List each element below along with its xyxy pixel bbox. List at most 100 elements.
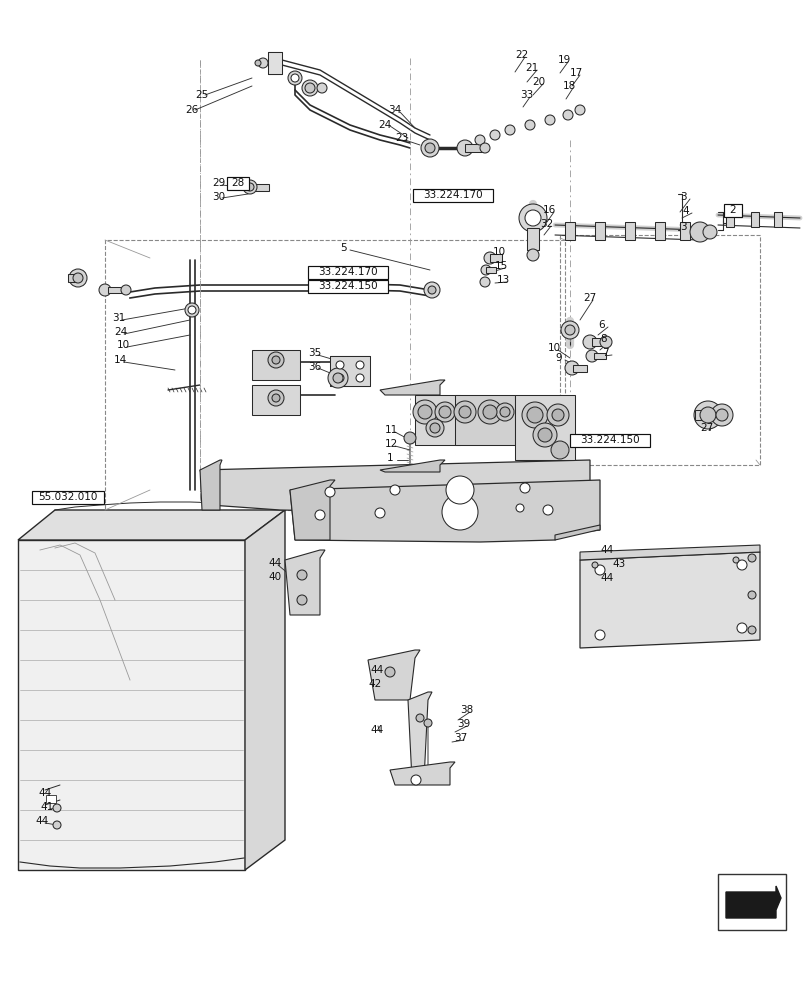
Polygon shape: [18, 510, 285, 540]
Circle shape: [69, 269, 87, 287]
Circle shape: [268, 352, 284, 368]
Text: 42: 42: [367, 679, 381, 689]
Text: 18: 18: [562, 81, 576, 91]
Circle shape: [375, 508, 384, 518]
Circle shape: [410, 775, 420, 785]
Polygon shape: [380, 380, 444, 395]
Text: 36: 36: [307, 362, 321, 372]
Text: 15: 15: [495, 261, 508, 271]
Circle shape: [268, 390, 284, 406]
Circle shape: [747, 554, 755, 562]
Bar: [489, 254, 501, 262]
Circle shape: [427, 286, 436, 294]
Text: 27: 27: [699, 423, 712, 433]
Bar: [486, 267, 496, 273]
Text: 30: 30: [212, 192, 225, 202]
Bar: [465, 144, 483, 152]
Circle shape: [272, 356, 280, 364]
Text: 44: 44: [268, 558, 281, 568]
Bar: [594, 353, 605, 359]
Bar: [679, 222, 689, 240]
Circle shape: [305, 83, 315, 93]
Bar: [773, 212, 781, 227]
Circle shape: [547, 404, 569, 426]
Bar: [750, 212, 758, 227]
Polygon shape: [514, 395, 574, 460]
Polygon shape: [18, 540, 245, 870]
Polygon shape: [290, 480, 335, 540]
Circle shape: [564, 325, 574, 335]
Circle shape: [478, 400, 501, 424]
Circle shape: [336, 361, 344, 369]
Text: 3: 3: [679, 222, 686, 232]
Text: 35: 35: [307, 348, 321, 358]
Circle shape: [551, 409, 564, 421]
Bar: [694, 410, 706, 420]
Circle shape: [297, 595, 307, 605]
Circle shape: [121, 285, 131, 295]
Text: 39: 39: [457, 719, 470, 729]
Circle shape: [53, 821, 61, 829]
Circle shape: [336, 374, 344, 382]
Circle shape: [693, 401, 721, 429]
Circle shape: [594, 630, 604, 640]
Circle shape: [316, 83, 327, 93]
Circle shape: [333, 373, 342, 383]
Text: 37: 37: [453, 733, 466, 743]
Circle shape: [258, 58, 268, 68]
Circle shape: [562, 110, 573, 120]
Circle shape: [272, 394, 280, 402]
Text: 33.224.150: 33.224.150: [580, 435, 639, 445]
Bar: [105, 240, 564, 510]
Circle shape: [453, 401, 475, 423]
Bar: [717, 874, 785, 930]
Text: 11: 11: [384, 425, 397, 435]
Bar: [227, 177, 249, 190]
Circle shape: [457, 140, 473, 156]
Text: 26: 26: [185, 105, 198, 115]
Bar: [307, 279, 388, 292]
Text: 28: 28: [231, 178, 244, 188]
Text: 8: 8: [599, 334, 606, 344]
Circle shape: [564, 361, 578, 375]
Circle shape: [355, 374, 363, 382]
Text: 43: 43: [611, 559, 624, 569]
Circle shape: [246, 183, 254, 191]
Text: 44: 44: [38, 788, 51, 798]
Text: 5: 5: [340, 243, 346, 253]
Bar: [268, 52, 281, 74]
Circle shape: [426, 419, 444, 437]
Circle shape: [479, 143, 489, 153]
Circle shape: [480, 265, 491, 275]
Bar: [654, 222, 664, 240]
Bar: [564, 222, 574, 240]
Circle shape: [747, 626, 755, 634]
Circle shape: [53, 804, 61, 812]
Bar: [68, 274, 76, 282]
Text: 38: 38: [460, 705, 473, 715]
Circle shape: [586, 350, 597, 362]
Polygon shape: [251, 350, 299, 380]
Text: 44: 44: [370, 665, 383, 675]
Circle shape: [599, 336, 611, 348]
Circle shape: [355, 361, 363, 369]
Text: 10: 10: [547, 343, 560, 353]
Circle shape: [591, 562, 597, 568]
Text: 33.224.150: 33.224.150: [318, 281, 377, 291]
Circle shape: [560, 321, 578, 339]
Bar: [526, 228, 539, 250]
Circle shape: [582, 335, 596, 349]
Bar: [307, 265, 388, 278]
Text: 44: 44: [35, 816, 48, 826]
Text: 3: 3: [679, 192, 686, 202]
Text: 33.224.170: 33.224.170: [423, 190, 483, 200]
Polygon shape: [579, 545, 759, 560]
Text: 44: 44: [599, 545, 612, 555]
Circle shape: [441, 494, 478, 530]
Circle shape: [702, 225, 716, 239]
Bar: [594, 222, 604, 240]
Bar: [723, 204, 741, 217]
Circle shape: [418, 405, 431, 419]
Circle shape: [689, 222, 709, 242]
Polygon shape: [251, 385, 299, 415]
